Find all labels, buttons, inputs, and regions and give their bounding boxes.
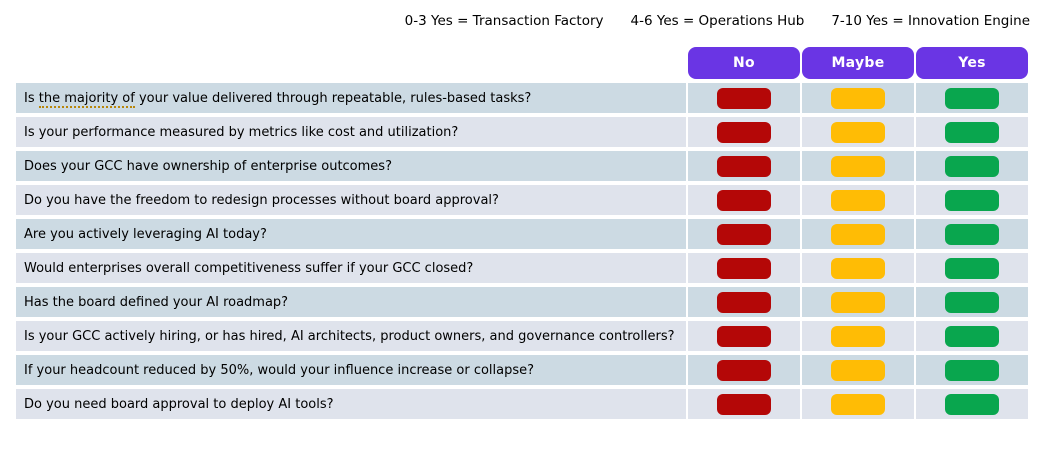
grammar-underlined-phrase: the majority of (38, 90, 135, 108)
yes-button[interactable] (945, 359, 999, 381)
yes-button[interactable] (945, 291, 999, 313)
maybe-button[interactable] (831, 257, 885, 279)
maybe-button[interactable] (831, 155, 885, 177)
maybe-button[interactable] (831, 87, 885, 109)
maybe-button[interactable] (831, 359, 885, 381)
table-row: Are you actively leveraging AI today? (16, 219, 1049, 249)
no-button[interactable] (717, 189, 771, 211)
no-button[interactable] (717, 87, 771, 109)
table-row: Would enterprises overall competitivenes… (16, 253, 1049, 283)
table-row: Is the majority of your value delivered … (16, 83, 1049, 113)
yes-button[interactable] (945, 121, 999, 143)
table-row: Do you need board approval to deploy AI … (16, 389, 1049, 419)
table-row: Is your performance measured by metrics … (16, 117, 1049, 147)
no-button[interactable] (717, 257, 771, 279)
question-text: Is your performance measured by metrics … (16, 117, 686, 147)
maybe-button[interactable] (831, 291, 885, 313)
question-text: Does your GCC have ownership of enterpri… (16, 151, 686, 181)
question-text: Is your GCC actively hiring, or has hire… (16, 321, 686, 351)
yes-button[interactable] (945, 189, 999, 211)
column-header-no: No (688, 47, 800, 79)
legend-item-innovation-engine: 7-10 Yes = Innovation Engine (831, 13, 1030, 29)
table-row: Is your GCC actively hiring, or has hire… (16, 321, 1049, 351)
legend-item-operations-hub: 4-6 Yes = Operations Hub (630, 13, 805, 29)
no-button[interactable] (717, 359, 771, 381)
maybe-button[interactable] (831, 121, 885, 143)
maybe-button[interactable] (831, 393, 885, 415)
table-header-row: No Maybe Yes (16, 47, 1049, 79)
table-row: If your headcount reduced by 50%, would … (16, 355, 1049, 385)
table-row: Does your GCC have ownership of enterpri… (16, 151, 1049, 181)
no-button[interactable] (717, 223, 771, 245)
no-button[interactable] (717, 155, 771, 177)
yes-button[interactable] (945, 223, 999, 245)
question-text: Would enterprises overall competitivenes… (16, 253, 686, 283)
no-button[interactable] (717, 121, 771, 143)
yes-button[interactable] (945, 87, 999, 109)
column-header-maybe: Maybe (802, 47, 914, 79)
yes-button[interactable] (945, 155, 999, 177)
yes-button[interactable] (945, 325, 999, 347)
question-text: Are you actively leveraging AI today? (16, 219, 686, 249)
scoring-legend: 0-3 Yes = Transaction Factory 4-6 Yes = … (0, 13, 1030, 30)
no-button[interactable] (717, 325, 771, 347)
question-text: Do you need board approval to deploy AI … (16, 389, 686, 419)
yes-button[interactable] (945, 257, 999, 279)
table-row: Do you have the freedom to redesign proc… (16, 185, 1049, 215)
maybe-button[interactable] (831, 325, 885, 347)
table-row: Has the board defined your AI roadmap? (16, 287, 1049, 317)
question-text: Has the board defined your AI roadmap? (16, 287, 686, 317)
column-header-yes: Yes (916, 47, 1028, 79)
header-spacer (16, 47, 686, 79)
legend-item-transaction-factory: 0-3 Yes = Transaction Factory (404, 13, 604, 29)
maybe-button[interactable] (831, 223, 885, 245)
no-button[interactable] (717, 291, 771, 313)
question-text: If your headcount reduced by 50%, would … (16, 355, 686, 385)
maybe-button[interactable] (831, 189, 885, 211)
question-text: Do you have the freedom to redesign proc… (16, 185, 686, 215)
no-button[interactable] (717, 393, 771, 415)
question-text: Is the majority of your value delivered … (16, 83, 686, 113)
yes-button[interactable] (945, 393, 999, 415)
